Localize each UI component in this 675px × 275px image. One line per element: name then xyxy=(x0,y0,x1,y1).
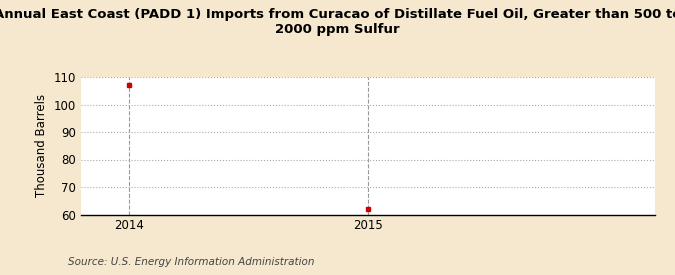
Text: Annual East Coast (PADD 1) Imports from Curacao of Distillate Fuel Oil, Greater : Annual East Coast (PADD 1) Imports from … xyxy=(0,8,675,36)
Text: Source: U.S. Energy Information Administration: Source: U.S. Energy Information Administ… xyxy=(68,257,314,267)
Y-axis label: Thousand Barrels: Thousand Barrels xyxy=(35,94,48,197)
